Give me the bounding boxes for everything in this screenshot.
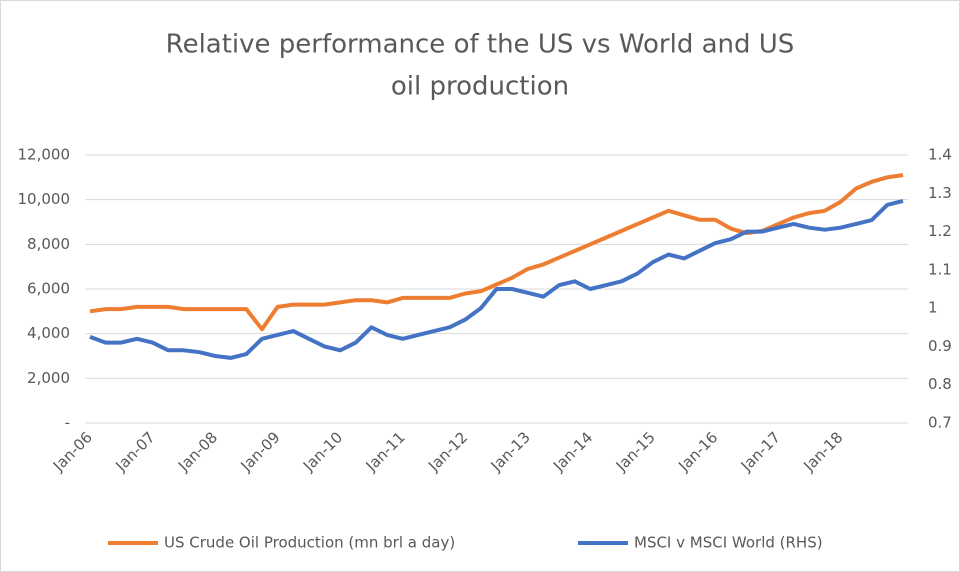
y-tick-label: 4,000: [27, 324, 70, 342]
legend-label: MSCI v MSCI World (RHS): [634, 534, 823, 552]
y2-tick-label: 0.9: [928, 337, 952, 355]
y2-tick-label: 1.3: [928, 184, 952, 202]
y-tick-label: -: [65, 414, 70, 432]
y2-tick-label: 0.7: [928, 414, 952, 432]
y2-tick-label: 1: [928, 299, 938, 317]
series-line: [89, 198, 904, 360]
chart-title: oil production: [391, 72, 569, 102]
y2-tick-label: 1.2: [928, 222, 952, 240]
y-tick-label: 6,000: [27, 280, 70, 298]
chart-title: Relative performance of the US vs World …: [166, 30, 795, 60]
y2-tick-label: 1.4: [928, 146, 952, 164]
legend-label: US Crude Oil Production (mn brl a day): [164, 534, 455, 552]
y-tick-label: 8,000: [27, 235, 70, 253]
y2-tick-label: 0.8: [928, 375, 952, 393]
y-tick-label: 2,000: [27, 369, 70, 387]
y2-tick-label: 1.1: [928, 260, 952, 278]
y-tick-label: 10,000: [18, 190, 71, 208]
y-tick-label: 12,000: [18, 146, 71, 164]
